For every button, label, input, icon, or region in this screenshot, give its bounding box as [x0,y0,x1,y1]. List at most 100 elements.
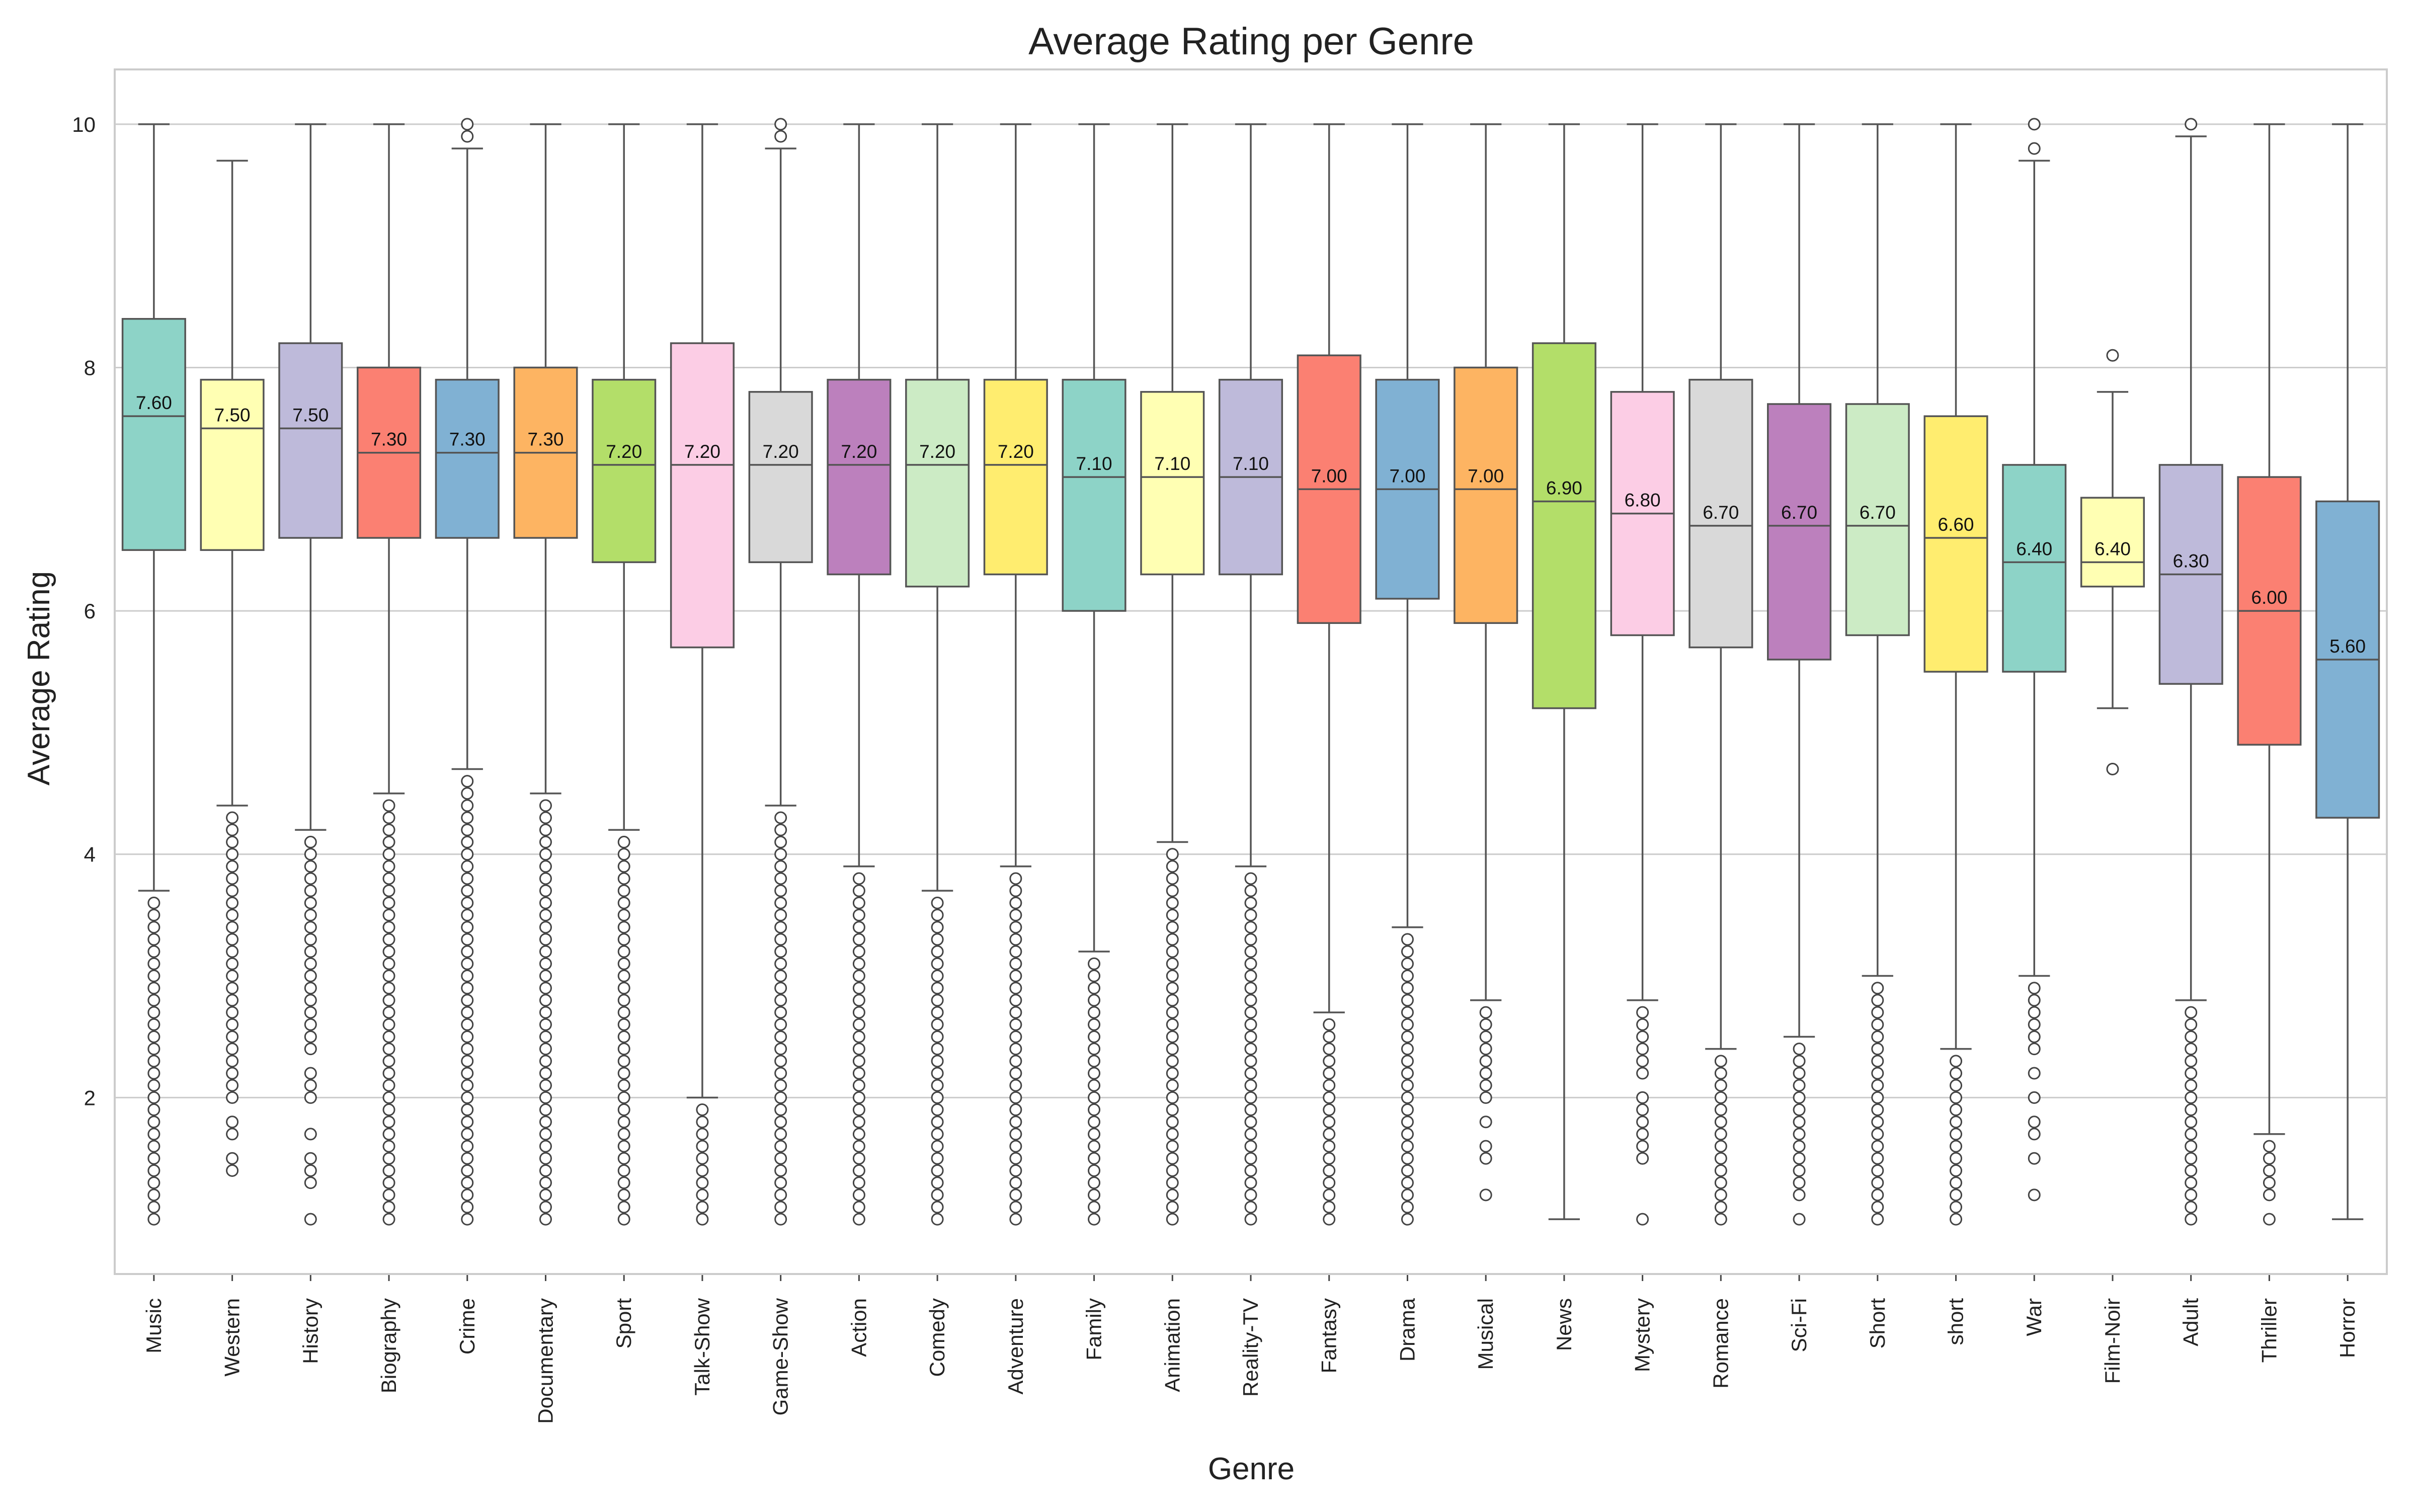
outlier-point [1009,1201,1022,1214]
outlier-point [1166,872,1179,885]
outlier-point [931,933,944,946]
outlier-point [1166,1152,1179,1165]
outlier-point [2263,1188,2276,1202]
x-tick-label: Adult [2179,1298,2203,1346]
outlier-point [539,896,552,909]
outlier-point [1323,1176,1336,1189]
outlier-point [147,1043,160,1056]
outlier-point [617,860,630,873]
outlier-point [1166,1201,1179,1214]
outlier-point [1636,1018,1649,1031]
outlier-point [1009,1018,1022,1031]
outlier-point [1401,1067,1414,1080]
outlier-point [461,884,474,897]
box-short [1923,415,1988,673]
outlier-point [1088,1079,1101,1092]
outlier-point [147,1201,160,1214]
outlier-point [1244,1152,1257,1165]
outlier-point [1871,1043,1884,1056]
outlier-point [1166,945,1179,958]
outlier-point [539,1140,552,1153]
outlier-point [931,1128,944,1141]
outlier-point [931,1164,944,1177]
outlier-point [1166,1213,1179,1226]
median-label: 7.30 [371,429,407,450]
x-tick-label: Horror [2336,1298,2359,1358]
outlier-point [696,1116,709,1129]
outlier-point [304,848,317,861]
outlier-point [1244,1201,1257,1214]
outlier-point [617,872,630,885]
median-label: 7.20 [841,441,877,462]
outlier-point [617,994,630,1007]
outlier-point [1088,1067,1101,1080]
x-tick-label: Sport [612,1298,635,1349]
outlier-point [696,1213,709,1226]
outlier-point [1714,1116,1727,1129]
outlier-point [931,1116,944,1129]
outlier-point [1950,1188,1963,1202]
outlier-point [539,1152,552,1165]
outlier-point [539,1116,552,1129]
x-tick-label: Film-Noir [2101,1298,2124,1384]
outlier-point [774,1164,787,1177]
outlier-point [1401,1055,1414,1068]
outlier-point [1950,1213,1963,1226]
outlier-point [2185,1067,2198,1080]
outlier-point [1479,1079,1492,1092]
outlier-point [304,1164,317,1177]
outlier-point [226,945,239,958]
outlier-point [382,1103,395,1117]
outlier-point [461,1018,474,1031]
outlier-point [382,933,395,946]
outlier-point [1479,1018,1492,1031]
outlier-point [1871,1201,1884,1214]
outlier-point [931,994,944,1007]
outlier-point [226,1079,239,1092]
outlier-point [1714,1164,1727,1177]
outlier-point [1323,1201,1336,1214]
outlier-point [1323,1103,1336,1117]
outlier-point [2185,1030,2198,1043]
outlier-point [1244,933,1257,946]
box-sport [592,378,657,564]
outlier-point [696,1152,709,1165]
outlier-point [1088,982,1101,995]
outlier-point [304,1067,317,1080]
outlier-point [1401,1188,1414,1202]
median-label: 6.70 [1703,502,1739,523]
outlier-point [852,1067,865,1080]
median-label: 7.20 [998,441,1034,462]
outlier-point [226,921,239,934]
median-label: 7.20 [606,441,642,462]
outlier-point [382,823,395,836]
outlier-point [1088,1055,1101,1068]
outlier-point [1244,1116,1257,1129]
outlier-point [774,823,787,836]
outlier-point [1636,1091,1649,1104]
median-label: 6.90 [1546,478,1582,498]
outlier-point [1244,957,1257,970]
x-tick-label: Western [220,1298,244,1377]
outlier-point [617,1091,630,1104]
outlier-point [774,921,787,934]
outlier-point [1950,1164,1963,1177]
outlier-point [1009,970,1022,983]
outlier-point [1479,1140,1492,1153]
outlier-point [1166,1030,1179,1043]
outlier-point [539,957,552,970]
outlier-point [617,1018,630,1031]
outlier-point [226,823,239,836]
outlier-point [1323,1055,1336,1068]
outlier-point [304,1006,317,1019]
outlier-point [1166,896,1179,909]
outlier-point [1009,957,1022,970]
outlier-point [226,1067,239,1080]
median-label: 5.60 [2329,636,2366,657]
outlier-point [1166,1055,1179,1068]
outlier-point [931,1201,944,1214]
outlier-point [617,1055,630,1068]
outlier-point [1166,970,1179,983]
outlier-point [1009,1176,1022,1189]
median-label: 7.50 [214,405,251,425]
